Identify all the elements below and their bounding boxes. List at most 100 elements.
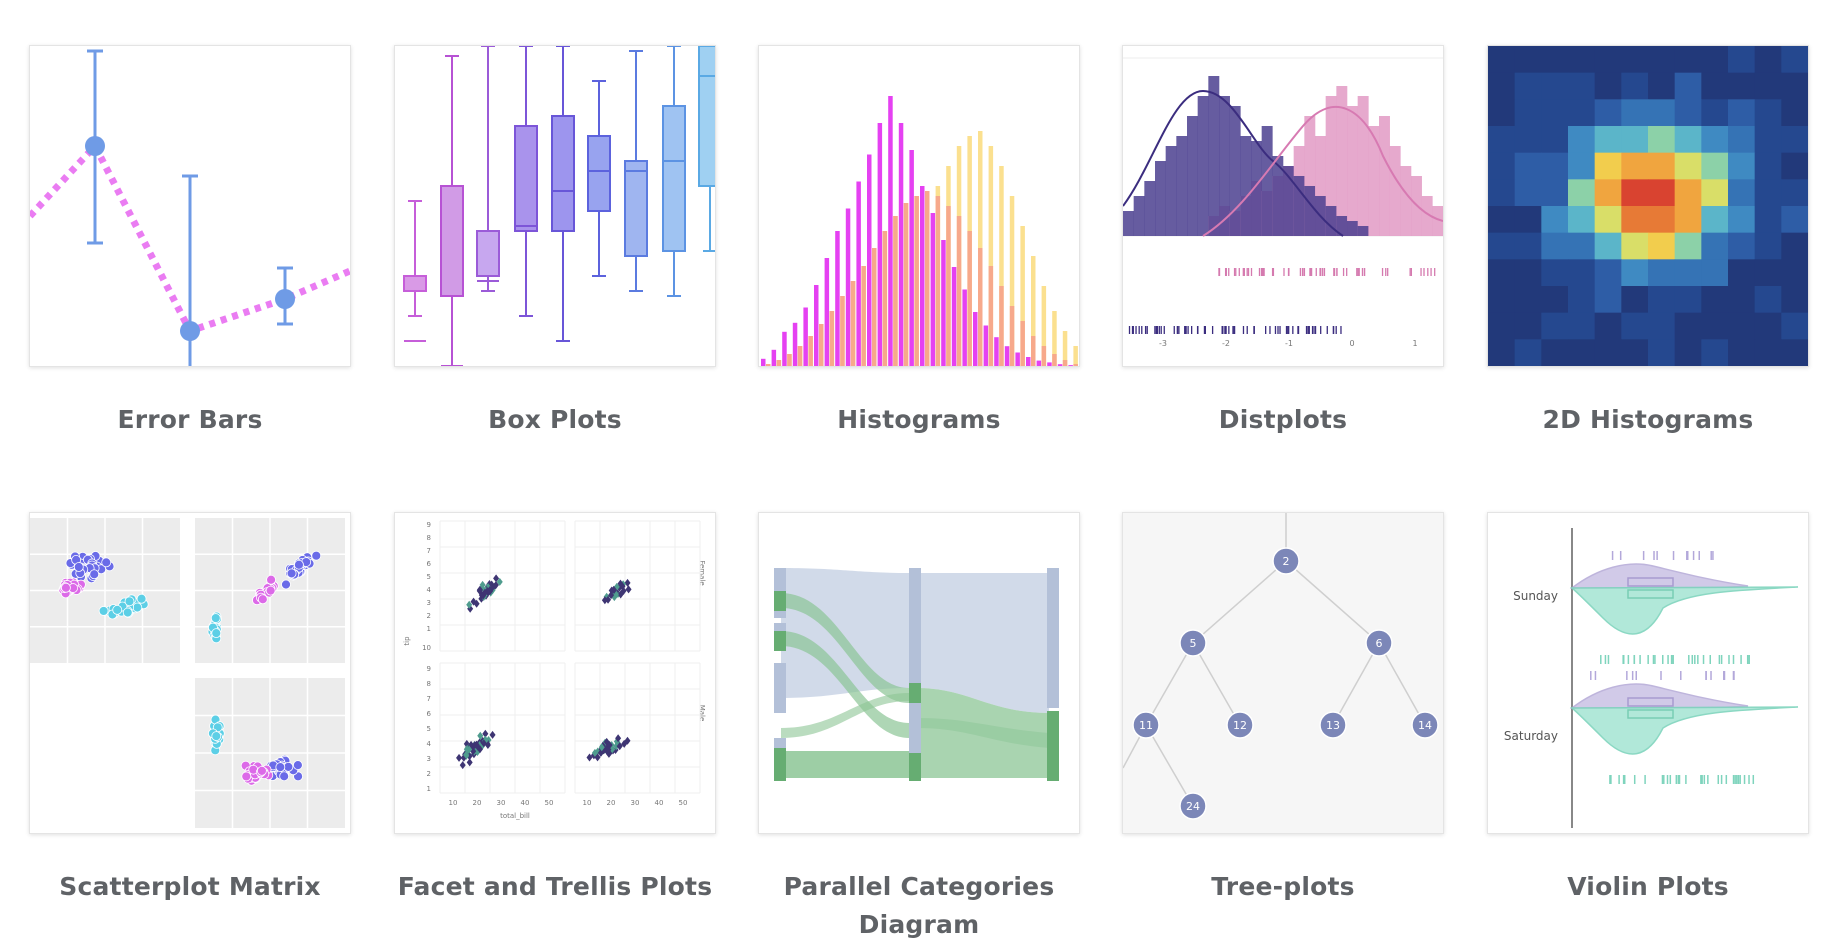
histogram-bar (766, 364, 771, 366)
gallery-card-violin-plots[interactable]: Sunday Saturday Violin Plots (1487, 512, 1809, 906)
histogram-bar (856, 181, 861, 366)
histogram-bar (776, 360, 782, 366)
heatmap-cell (1514, 126, 1542, 154)
facet-point (479, 580, 486, 589)
distplot-x-tick: -3 (1159, 339, 1167, 348)
histogram-bar (882, 231, 888, 366)
splom-point (122, 607, 133, 618)
histogram-bar (941, 240, 946, 366)
gallery-card-error-bars[interactable]: Error Bars (29, 45, 351, 439)
histogram-bar (956, 216, 962, 366)
box-body (403, 275, 427, 292)
distplot-bar (1240, 136, 1252, 236)
heatmap-cell (1754, 72, 1782, 100)
histogram-bar (1041, 346, 1047, 366)
box-plots-thumbnail (394, 45, 716, 367)
facet-label-bottom: Male (698, 705, 706, 722)
histogram-bar (877, 123, 883, 366)
heatmap-cell (1568, 232, 1596, 260)
heatmap-cell (1514, 46, 1542, 74)
heatmap-cell (1754, 99, 1782, 127)
splom-point (292, 760, 303, 770)
facet-point (476, 586, 483, 595)
heatmap-cell (1568, 72, 1596, 100)
facet-y-tick: 2 (427, 612, 431, 620)
gallery-card-tree-plots[interactable]: 2 5 6 11 12 13 14 24 Tree-plots (1122, 512, 1444, 906)
tree-node-label: 14 (1418, 719, 1432, 732)
heatmap-cell (1488, 152, 1516, 180)
heatmap-cell (1754, 206, 1782, 234)
box-body (624, 160, 648, 257)
histogram-bar (782, 331, 787, 366)
heatmap-cell (1674, 206, 1702, 234)
heatmap-cell (1781, 46, 1808, 74)
histograms-thumbnail (758, 45, 1080, 367)
gallery-card-distplots[interactable]: -3 -2 -1 0 1 Distplots (1122, 45, 1444, 439)
facet-point (470, 747, 477, 756)
heatmap-cell (1514, 286, 1542, 314)
violin-category-label: Sunday (1513, 589, 1558, 603)
error-bar-point-2 (180, 321, 200, 341)
distplots-thumbnail: -3 -2 -1 0 1 (1122, 45, 1444, 367)
gallery-card-parallel-categories[interactable]: Parallel Categories Diagram (758, 512, 1080, 944)
gallery-card-scatterplot-matrix[interactable]: Scatterplot Matrix (29, 512, 351, 906)
heatmap-cell (1754, 46, 1782, 74)
tree-node-label: 2 (1283, 555, 1290, 568)
histogram-bar (840, 296, 845, 366)
gallery-card-facet-trellis[interactable]: 9 8 7 6 5 4 3 2 1 10 9 8 7 6 5 4 3 2 1 (394, 512, 716, 906)
heatmap-cell (1594, 179, 1622, 207)
heatmap-cell (1648, 206, 1676, 234)
gallery-card-histograms[interactable]: Histograms (758, 45, 1080, 439)
violin-category-label: Saturday (1504, 729, 1558, 743)
histogram-bar (850, 281, 856, 366)
histogram-bar (808, 336, 813, 366)
violin-half (1569, 706, 1799, 755)
tree-node (1132, 711, 1160, 739)
histogram-bar (925, 191, 930, 366)
histogram-bar (935, 196, 941, 366)
card-label: Error Bars (117, 405, 263, 434)
gallery-card-box-plots[interactable]: Box Plots (394, 45, 716, 439)
facet-point (489, 730, 496, 739)
heatmap-cell (1541, 259, 1569, 287)
splom-point (132, 602, 143, 613)
facet-y-tick: 2 (427, 770, 431, 778)
facet-point (615, 734, 622, 743)
histogram-bar (988, 266, 994, 366)
parcat-bar (774, 663, 786, 713)
gallery-card-2d-histograms[interactable]: 2D Histograms (1487, 45, 1809, 439)
facet-trellis-thumbnail: 9 8 7 6 5 4 3 2 1 10 9 8 7 6 5 4 3 2 1 (394, 512, 716, 834)
histogram-bar (983, 325, 989, 366)
heatmap-cell (1488, 99, 1516, 127)
heatmap-cell (1781, 232, 1808, 260)
distplot-bar (1208, 76, 1220, 236)
histogram-bar (1020, 226, 1025, 366)
violin-box (1627, 697, 1674, 707)
histogram-bar (803, 307, 808, 366)
facet-point (624, 578, 631, 587)
violin-half (1569, 563, 1749, 589)
distplot-bar (1133, 196, 1145, 236)
tree-node-label: 6 (1376, 637, 1383, 650)
histogram-bar (761, 358, 766, 366)
splom-point (281, 579, 291, 590)
facet-point (482, 729, 489, 738)
facet-point (456, 753, 463, 762)
histogram-bar (909, 150, 914, 366)
histogram-bar (1062, 360, 1068, 366)
heatmap-cell (1594, 206, 1622, 234)
facet-x-tick: 40 (655, 799, 664, 807)
facet-y-tick: 1 (427, 785, 431, 793)
facet-point (608, 586, 615, 595)
facet-y-tick: 8 (427, 680, 431, 688)
tree-node-label: 5 (1190, 637, 1197, 650)
tree-edge (1145, 724, 1194, 807)
heatmap-cell (1541, 72, 1569, 100)
facet-point (591, 748, 598, 757)
facet-point (467, 604, 474, 613)
heatmap-cell (1674, 72, 1702, 100)
histogram-bar (1073, 346, 1078, 366)
heatmap-cell (1781, 126, 1808, 154)
heatmap-cell (1621, 99, 1649, 127)
heatmap-cell (1781, 339, 1808, 366)
